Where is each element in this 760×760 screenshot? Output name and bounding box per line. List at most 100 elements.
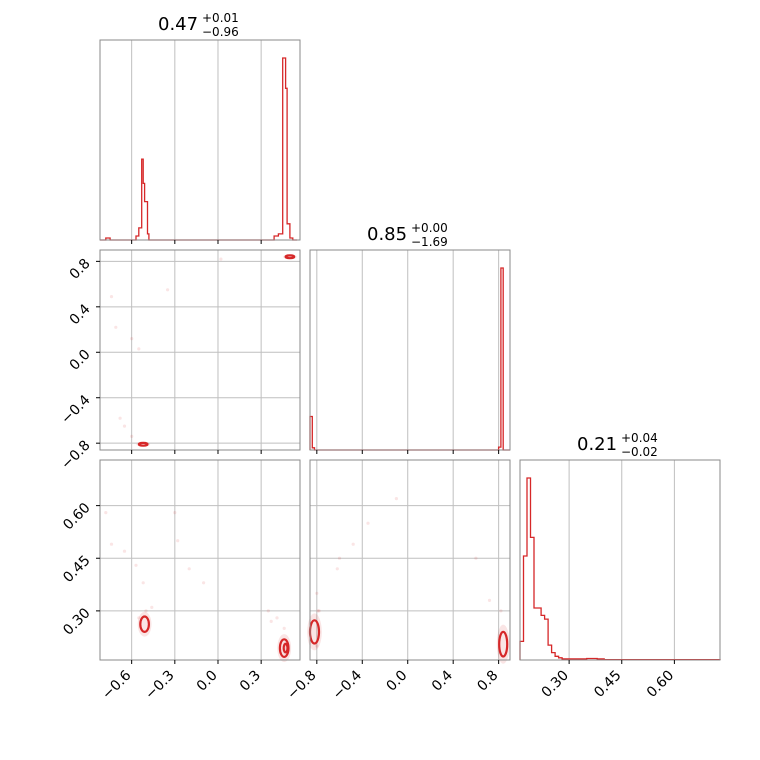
scatter-point-p0-p2-7 — [187, 567, 191, 571]
y-tick-label-p2-1: 0.45 — [60, 553, 93, 586]
hist-step-p1 — [309, 267, 510, 451]
scatter-point-p1-p2-4 — [394, 497, 398, 501]
histogram-p2 — [519, 477, 721, 661]
scatter-point-p1-p2-9 — [499, 609, 503, 613]
x-tick-label-p0-2: 0.0 — [194, 668, 221, 695]
ticks-p2 — [568, 660, 675, 664]
scatter-point-p0-p1-1 — [130, 337, 134, 341]
x-tick-label-p1-1: −0.4 — [330, 667, 365, 702]
ticks-p0-p1 — [96, 260, 262, 454]
gridlines-p1 — [316, 250, 500, 450]
scatter-point-p0-p2-2 — [122, 549, 127, 553]
scatter-point-p0-p1-4 — [166, 288, 170, 292]
histogram-p0 — [100, 57, 298, 241]
scatter-point-p0-p1-6 — [118, 416, 122, 420]
frame-p2 — [519, 459, 721, 661]
contours-p1-p2 — [307, 613, 510, 664]
joint-panel-p0-p1 — [96, 249, 301, 454]
scatter-point-p0-p1-5 — [109, 295, 114, 299]
x-tick-label-p1-0: −0.8 — [284, 668, 319, 703]
title-p2-plus: +0.04 — [621, 431, 658, 445]
scatter-point-p0-p2-13 — [150, 605, 154, 610]
scatter-point-p0-p2-11 — [137, 616, 141, 620]
title-p0-median: 0.47 — [158, 14, 198, 35]
contour-p1-p2-1 — [498, 630, 509, 658]
ticks-p0 — [131, 240, 262, 244]
y-tick-label-p1-0: −0.8 — [58, 438, 93, 473]
x-tick-label-p2-1: 0.45 — [591, 668, 624, 701]
scatter-point-p0-p2-15 — [282, 626, 286, 631]
y-tick-label-p2-2: 0.60 — [60, 500, 93, 533]
histogram-p1 — [309, 267, 510, 451]
scatter-point-p1-p2-11 — [315, 644, 319, 648]
scatter-p1-p2 — [315, 497, 503, 648]
title-p2-median: 0.21 — [577, 434, 617, 455]
y-tick-label-p1-4: 0.8 — [67, 256, 94, 283]
scatter-point-p0-p1-3 — [219, 257, 223, 261]
frame-p0-p1 — [99, 249, 301, 451]
gridlines-p1-p2 — [310, 460, 510, 660]
y-tick-label-p2-0: 0.30 — [60, 605, 93, 638]
scatter-point-p0-p2-4 — [141, 581, 145, 585]
title-p0-plus: +0.01 — [202, 11, 239, 25]
scatter-point-p0-p2-10 — [269, 619, 273, 624]
x-tick-labels: −0.6 −0.3 0.0 0.3 −0.8 −0.4 0.0 0.4 0.8 0.30 0.45 0… — [99, 667, 677, 702]
contour-p0-p2-0 — [139, 615, 151, 633]
ticks-p1-p2 — [316, 660, 500, 664]
scatter-p0-p2 — [104, 510, 286, 631]
x-tick-label-p0-0: −0.6 — [99, 667, 134, 702]
frame-p0-p2 — [99, 459, 301, 661]
frame-p0 — [99, 39, 301, 241]
title-p2-minus: −0.02 — [621, 445, 658, 459]
gridlines-p2 — [568, 460, 675, 660]
scatter-point-p1-p2-3 — [366, 521, 370, 525]
scatter-point-p0-p1-7 — [122, 424, 127, 428]
title-p1-plus: +0.00 — [411, 221, 448, 235]
y-tick-label-p1-3: 0.4 — [67, 301, 94, 328]
scatter-point-p0-p2-0 — [104, 510, 108, 515]
title-p1-median: 0.85 — [367, 224, 407, 245]
x-tick-label-p2-2: 0.60 — [644, 668, 677, 701]
scatter-point-p0-p2-1 — [109, 542, 114, 546]
scatter-point-p0-p2-14 — [275, 616, 279, 620]
scatter-point-p0-p2-5 — [173, 510, 177, 515]
x-tick-label-p0-1: −0.3 — [142, 668, 177, 703]
gridlines-p0-p1 — [100, 250, 300, 450]
x-tick-label-p1-2: 0.0 — [383, 668, 410, 695]
scatter-point-p1-p2-7 — [474, 556, 478, 560]
gridlines-p0-p2 — [100, 460, 300, 660]
hist-step-p2 — [519, 477, 721, 661]
scatter-point-p1-p2-2 — [337, 556, 342, 560]
scatter-point-p0-p2-12 — [144, 609, 148, 613]
y-tick-label-p1-2: 0.0 — [67, 347, 94, 374]
x-tick-label-p1-3: 0.4 — [429, 667, 456, 694]
frame-p1-p2 — [309, 459, 511, 661]
frame-p1 — [309, 249, 511, 451]
scatter-point-p0-p2-6 — [176, 539, 180, 543]
title-p1-minus: −1.69 — [411, 235, 448, 249]
scatter-point-p0-p2-3 — [134, 563, 138, 567]
scatter-point-p1-p2-6 — [351, 542, 355, 546]
contours-p0-p1 — [136, 254, 297, 447]
scatter-point-p1-p2-0 — [315, 591, 319, 595]
hist-panel-p0: 0.47 +0.01 −0.96 — [99, 11, 301, 244]
x-tick-label-p1-4: 0.8 — [474, 668, 501, 695]
scatter-point-p0-p2-9 — [266, 609, 270, 613]
scatter-point-p0-p1-2 — [137, 347, 141, 351]
title-p0-minus: −0.96 — [202, 25, 239, 39]
hist-panel-p2: 0.21 +0.04 −0.02 — [519, 431, 721, 664]
scatter-point-p0-p1-0 — [114, 325, 118, 329]
y-tick-labels: −0.8 −0.4 0.0 0.4 0.8 0.30 0.45 0.60 — [58, 256, 93, 639]
contour-p0-p1-0 — [137, 441, 149, 447]
x-tick-label-p2-0: 0.30 — [539, 668, 572, 701]
scatter-point-p0-p2-8 — [202, 581, 206, 585]
joint-panel-p0-p2 — [96, 459, 301, 664]
scatter-point-p0-p1-8 — [130, 434, 134, 438]
contour-p0-p2-2 — [282, 642, 289, 654]
scatter-point-p1-p2-1 — [317, 609, 321, 613]
scatter-point-p1-p2-8 — [487, 598, 492, 603]
y-tick-label-p1-1: −0.4 — [58, 392, 93, 427]
x-tick-label-p0-3: 0.3 — [237, 668, 264, 695]
scatter-p0-p1 — [109, 257, 223, 438]
